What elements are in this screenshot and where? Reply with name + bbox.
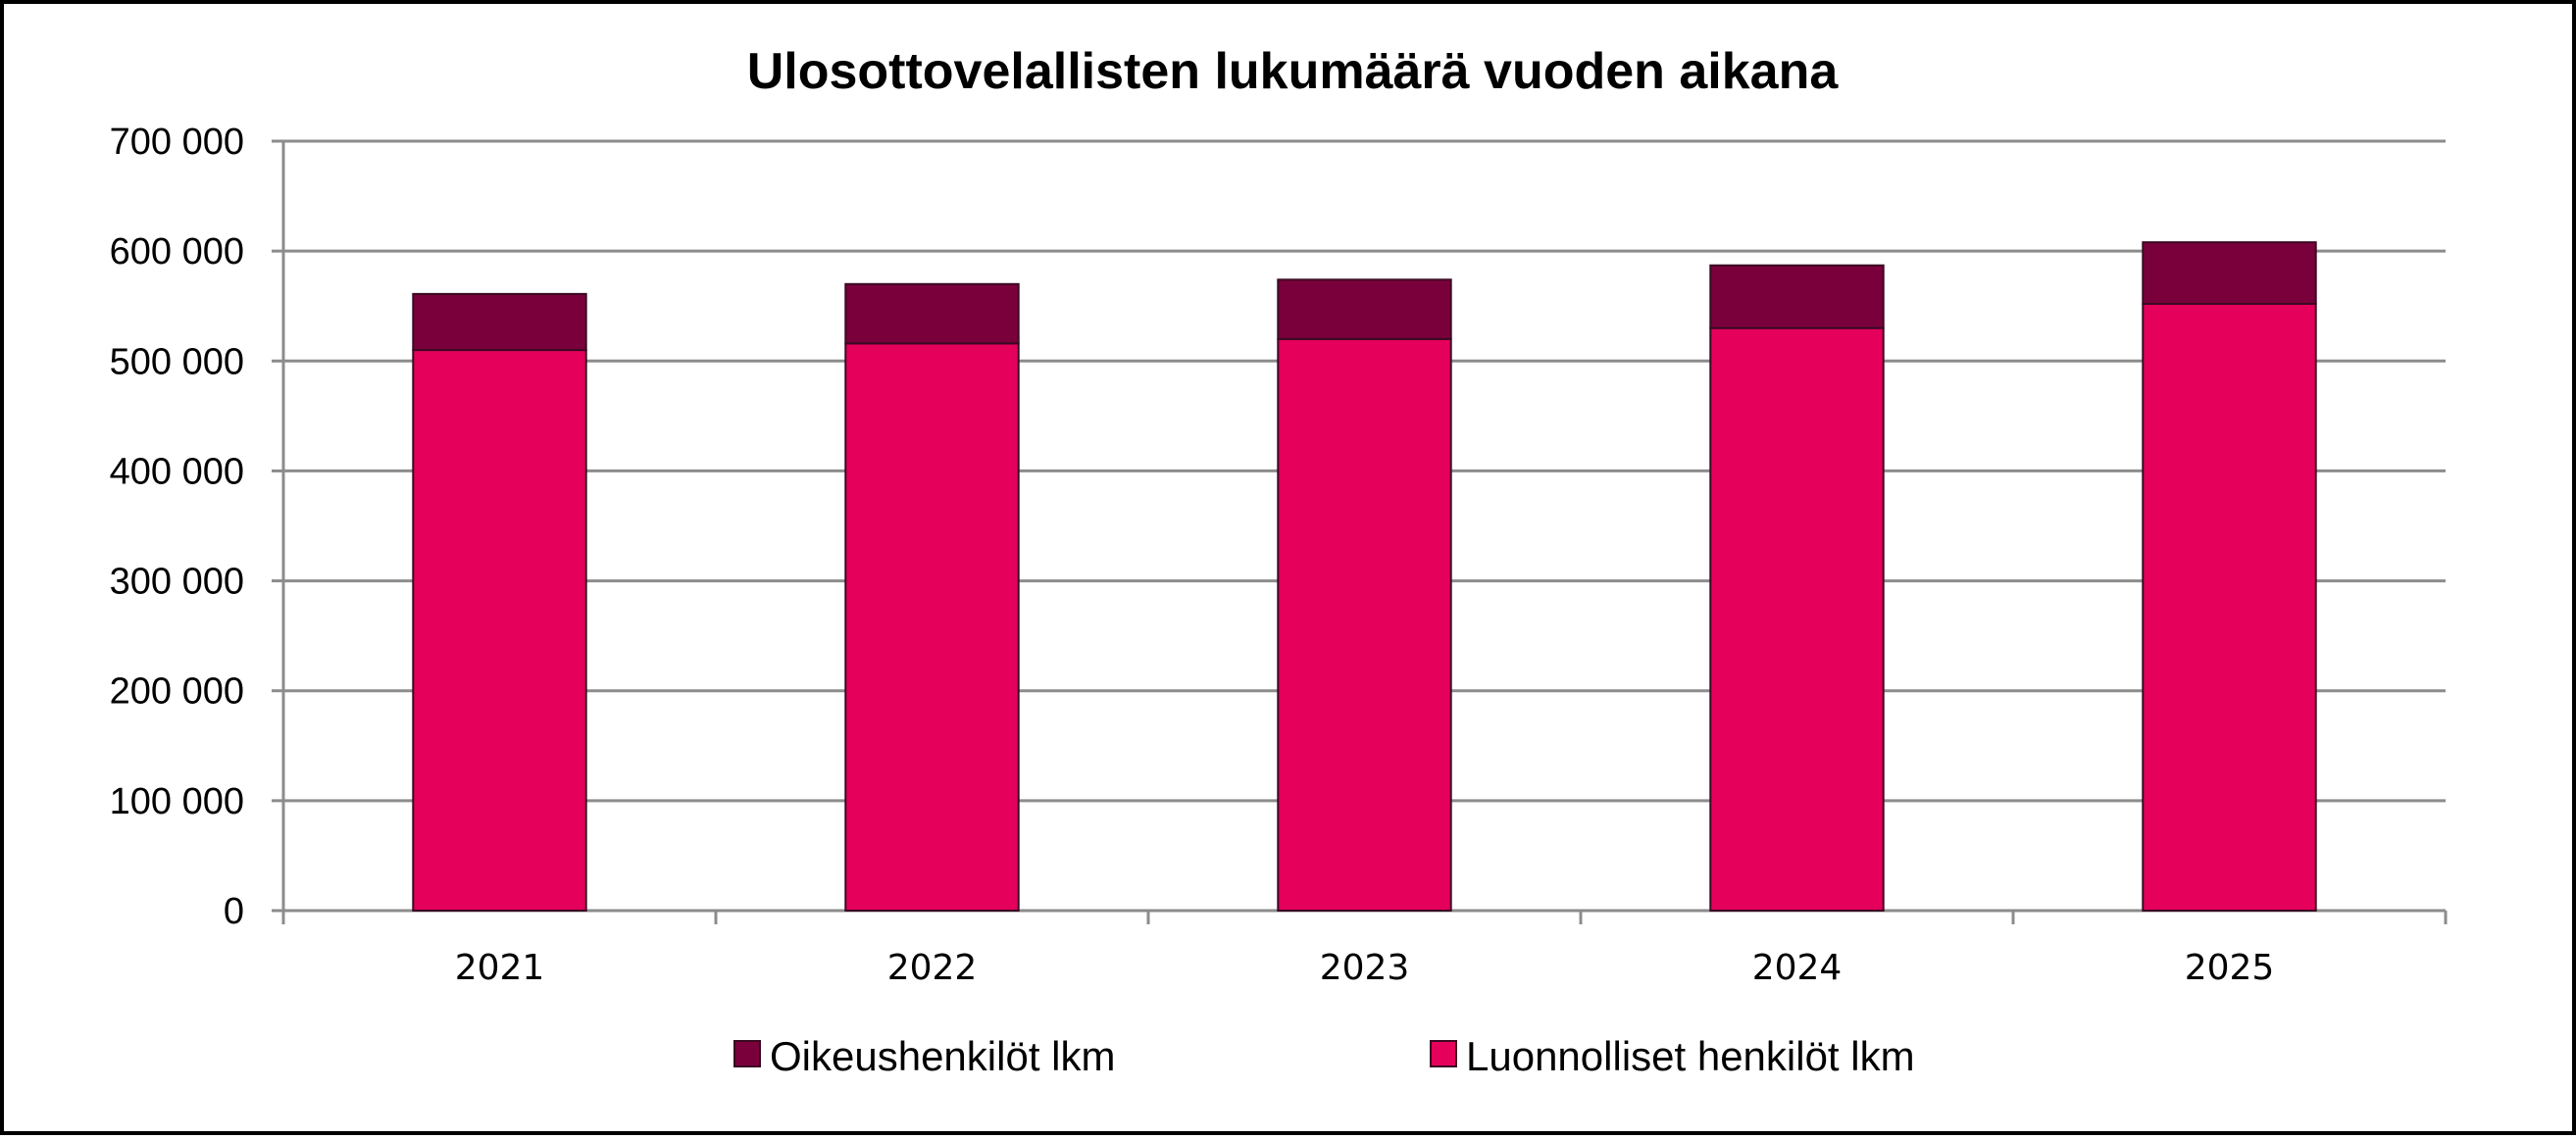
legend-label: Luonnolliset henkilöt lkm (1466, 1033, 1915, 1079)
chart: Ulosottovelallisten lukumäärä vuoden aik… (110, 43, 2448, 1079)
bar-oikeushenkilot-2023 (1277, 278, 1452, 340)
bar-oikeushenkilot-2024 (1709, 264, 1885, 329)
y-tick-label: 300 000 (110, 562, 244, 603)
x-tick-label: 2021 (455, 948, 545, 988)
legend-label: Oikeushenkilöt lkm (770, 1033, 1115, 1079)
y-tick-label: 100 000 (110, 781, 244, 822)
x-tick-label: 2022 (887, 948, 978, 988)
bar-luonnolliset-2021 (412, 349, 587, 913)
bar-luonnolliset-2024 (1709, 326, 1885, 912)
x-tick-label: 2023 (1320, 948, 1410, 988)
y-tick-label: 500 000 (110, 341, 244, 382)
legend-swatch (1430, 1040, 1457, 1067)
legend: Oikeushenkilöt lkm Luonnolliset henkilöt … (733, 1033, 1915, 1079)
y-tick-label: 700 000 (110, 122, 244, 163)
bar-oikeushenkilot-2025 (2142, 241, 2317, 305)
bar-luonnolliset-2025 (2142, 302, 2317, 912)
bar-oikeushenkilot-2021 (412, 292, 587, 352)
y-tick-label: 600 000 (110, 231, 244, 272)
bar-oikeushenkilot-2022 (844, 282, 1020, 345)
y-tick-labels: 0 100 000 200 000 300 000 400 000 500 000 600 … (110, 122, 244, 932)
y-tick-label: 200 000 (110, 671, 244, 713)
x-tick-label: 2024 (1752, 948, 1843, 988)
bars (412, 241, 2317, 913)
x-tick-label: 2025 (2185, 948, 2275, 988)
legend-swatch (733, 1040, 761, 1067)
chart-title: Ulosottovelallisten lukumäärä vuoden aik… (747, 43, 1840, 100)
y-tick-label: 0 (224, 891, 244, 932)
x-tick-labels: 2021 2022 2023 2024 2025 (455, 948, 2275, 988)
bar-luonnolliset-2022 (844, 342, 1020, 913)
bar-luonnolliset-2023 (1277, 337, 1452, 913)
y-tick-label: 400 000 (110, 451, 244, 492)
